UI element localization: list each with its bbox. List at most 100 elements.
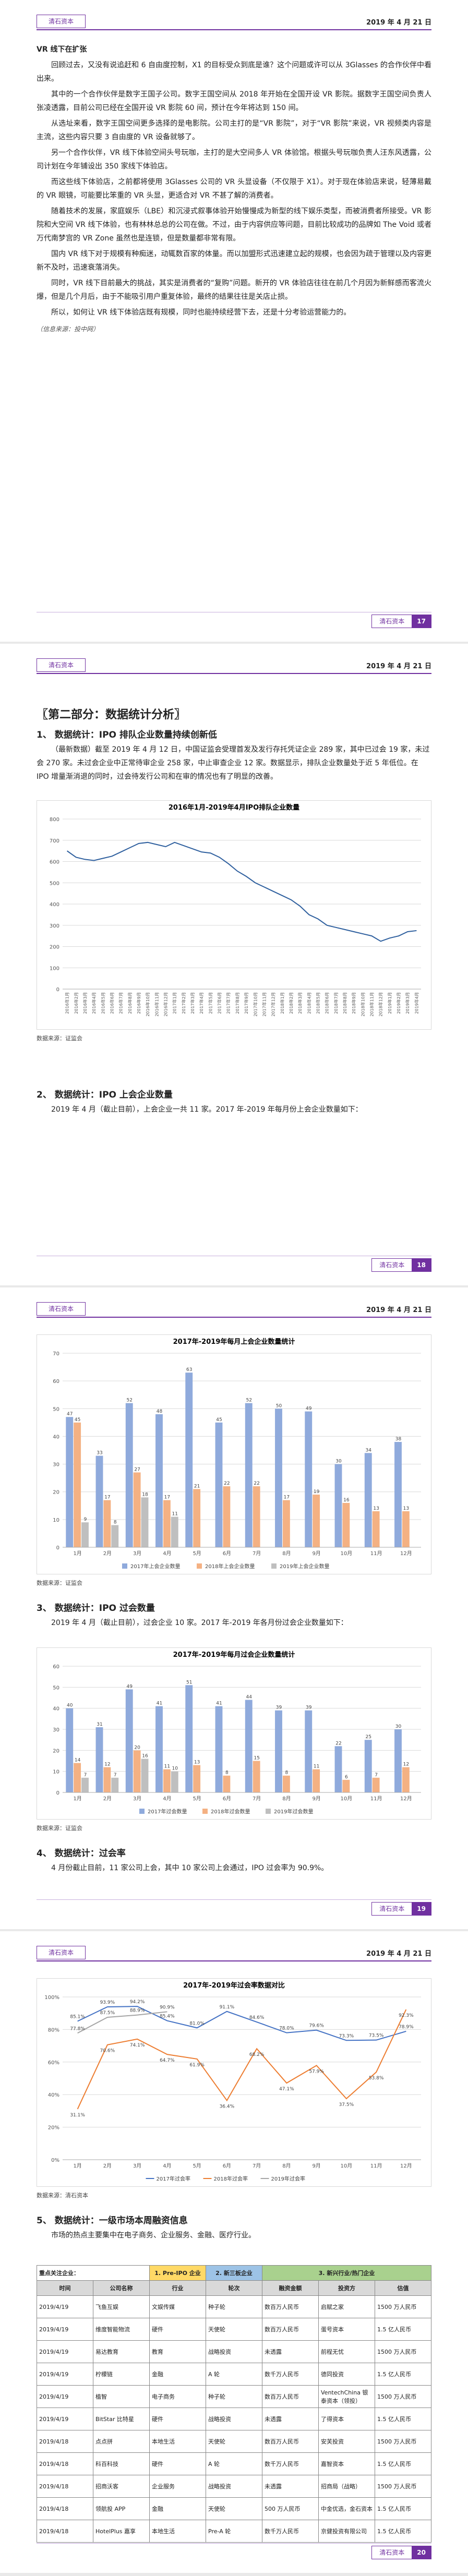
x-tick-label: 2018年7月 [333,992,339,1014]
data-label: 11 [314,1764,319,1770]
y-tick-label: 40 [53,1434,59,1440]
data-label: 17 [104,1495,110,1500]
data-label: 13 [373,1506,379,1511]
header-rule [37,29,431,30]
data-label: 52 [127,1398,133,1403]
data-label: 18 [142,1492,148,1497]
section-heading: 3、 数据统计：IPO 过会数量 [37,1603,155,1614]
column-title: 时间 [37,2280,93,2296]
y-tick-label: 30 [53,1462,59,1468]
table-cell: 1.5 亿人民币 [375,2497,431,2520]
table-cell: 1500 万人民币 [375,2295,431,2318]
table-cell: 未透露 [262,2408,319,2430]
table-row: 2019/4/18 招商沃客 企业服务 战略投资 未透露 招商局（战略） 1500 万人民币 [37,2475,431,2498]
x-tick-label: 2018年9月 [351,992,356,1014]
table-cell: 1500 万人民币 [375,2475,431,2498]
data-label: 94.2% [130,2000,145,2005]
paragraph: 国内 VR 线下对于规模有种痴迷，动辄数百家的体量。而以加盟形式迅速建立起的规模… [37,250,431,272]
data-label: 30 [335,1459,342,1464]
table-cell: 未透露 [262,2475,319,2498]
table-cell: 1.5 亿人民币 [375,2520,431,2543]
legend-label: 2019年过会率 [271,2175,305,2182]
x-tick-label: 2018年12月 [378,992,383,1017]
header-date: 2019 年 4 月 21 日 [366,19,431,27]
data-label: 13 [194,1760,200,1765]
data-label: 17 [164,1495,170,1500]
x-tick-label: 2月 [103,2163,112,2169]
x-tick-label: 5月 [193,1796,201,1802]
y-tick-label: 500 [50,881,59,886]
table-cell: 2019/4/19 [37,2363,93,2386]
table-cell: 天使轮 [206,2318,262,2341]
y-tick-label: 0 [56,1545,59,1551]
table-cell: 本地生活 [149,2520,206,2543]
data-label: 7 [375,1773,378,1778]
article-body: 回顾过去，又没有说追赶和 6 自由度控制，X1 的目标受众到底是谁？这个问题或许… [37,58,431,333]
table-row: 2019/4/19 柠檬链 金融 A 轮数千万人民币 德同投资 1.5 亿人民币 [37,2363,431,2386]
x-tick-label: 2016年9月 [136,992,141,1014]
table-cell: 战略投资 [206,2475,262,2498]
bar [334,1464,342,1547]
bar [66,1417,74,1547]
paragraph: 回顾过去，又没有说追赶和 6 自由度控制，X1 的目标受众到底是谁？这个问题或许… [37,61,431,83]
y-tick-label: 100% [44,1995,59,2001]
bar [305,1411,313,1547]
table-cell: 战略投资 [206,2340,262,2363]
table-cell: 易达教育 [93,2340,150,2363]
section-heading: 5、 数据统计：一级市场本周融资信息 [37,2216,188,2226]
table-cell: A 轮 [206,2452,262,2475]
table-cell: 德同投资 [318,2363,375,2386]
table-cell: 数千万人民币 [262,2363,319,2386]
footer-rule [37,2543,431,2544]
footer: 清石资本 17 [371,615,431,628]
bar [275,1409,282,1547]
table-cell: 京健投资有限公司 [318,2520,375,2543]
bar [282,1775,290,1792]
data-label: 25 [366,1735,371,1740]
header-brand: 清石资本 [37,1946,86,1959]
bar [245,1403,253,1547]
x-tick-label: 7月 [253,1550,261,1557]
data-label: 7 [114,1773,117,1778]
table-cell: 科百科技 [93,2452,150,2475]
table-cell: 维度智能物流 [93,2318,150,2341]
header-brand: 清石资本 [37,15,86,28]
column-header: 时间 公司名称 行业 轮次 融资金额 投资方 估值 [37,2280,431,2296]
x-tick-label: 5月 [193,2163,201,2169]
bar [253,1761,260,1792]
x-tick-label: 2017年10月 [253,992,258,1017]
bar [282,1500,290,1547]
column-title: 融资金额 [262,2280,319,2296]
bar [171,1771,178,1792]
x-tick-label: 2017年3月 [190,992,195,1014]
legend-swatch [271,1563,277,1569]
bar [223,1775,231,1792]
chart-frame [37,1978,431,2187]
data-label: 11 [164,1764,170,1770]
page-number: 18 [412,1259,431,1271]
table-cell: 金融 [149,2497,206,2520]
section-text: 市场的热点主要集中在电子商务、企业服务、金融、医疗行业。 [51,2231,256,2240]
table-cell: 电子商务 [149,2385,206,2408]
bar [275,1710,282,1792]
x-tick-label: 2017年1月 [172,992,177,1014]
x-tick-label: 2018年2月 [289,992,294,1014]
table-cell: 2019/4/18 [37,2430,93,2453]
paragraph: 另一个合作伙伴，VR 线下体验空间头号玩咖，主打的是大空间多人 VR 体验馆。根… [37,149,431,171]
data-label: 19 [314,1489,320,1495]
chart-source: 数据来源：证监会 [37,1035,82,1042]
page: 清石资本 2019 年 4 月 21 日清石资本 17 VR 线下在扩张 回顾过去，又没… [0,0,468,642]
table-row: 2019/4/18 点点拼 本地生活 天使轮 数百万人民币 安芙投资 1500 万人民币 [37,2430,431,2453]
data-label: 53.8% [369,2076,384,2081]
table-cell: HotelPlus 嘉享 [93,2520,150,2543]
footer-brand: 清石资本 [379,2549,405,2556]
x-tick-label: 12月 [400,2163,412,2169]
x-tick-label: 2018年10月 [360,992,365,1017]
data-label: 48 [157,1409,163,1414]
header-rule [37,1317,431,1318]
table-cell: Pre-A 轮 [206,2520,262,2543]
footer-brand: 清石资本 [379,618,405,625]
header-date: 2019 年 4 月 21 日 [366,1950,431,1958]
data-label: 47 [67,1412,73,1417]
data-label: 45 [75,1417,80,1423]
